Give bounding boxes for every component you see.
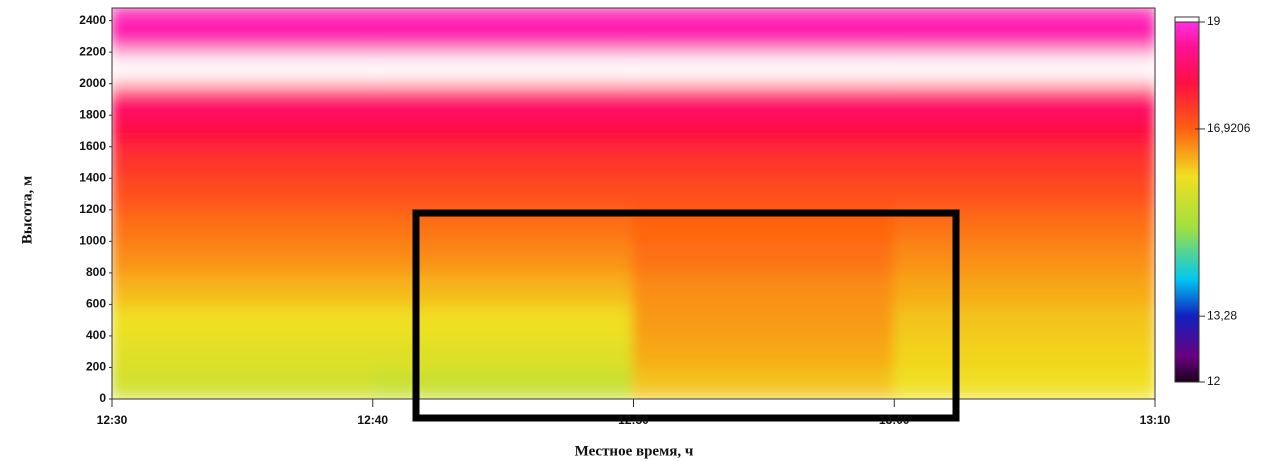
- heatmap-cell: [632, 8, 896, 54]
- heatmap-cell: [632, 303, 896, 337]
- y-tick-label: 2200: [79, 44, 106, 58]
- heatmap-cell: [112, 240, 374, 274]
- heatmap-cell: [893, 82, 1155, 117]
- colorbar-tick-label: 19: [1207, 14, 1221, 28]
- heatmap-cell: [112, 82, 374, 117]
- y-tick-label: 1600: [79, 139, 106, 153]
- heatmap-cell: [112, 51, 374, 85]
- x-tick-label: 12:50: [618, 413, 649, 427]
- heatmap-cell: [371, 177, 635, 211]
- heatmap-cell: [893, 334, 1155, 369]
- heatmap-cell: [632, 240, 896, 274]
- heatmap-cell: [632, 145, 896, 180]
- heatmap-cell: [632, 271, 896, 306]
- heatmap-cell: [371, 240, 635, 274]
- y-tick-label: 1400: [79, 170, 106, 184]
- heatmap: [112, 8, 1155, 399]
- heatmap-cell: [112, 8, 374, 54]
- heatmap-cell: [112, 334, 374, 369]
- heatmap-cell: [632, 114, 896, 148]
- heatmap-cell: [893, 366, 1155, 399]
- y-tick-label: 2000: [79, 76, 106, 90]
- heatmap-cell: [893, 177, 1155, 211]
- y-tick-label: 800: [86, 265, 106, 279]
- heatmap-cell: [112, 177, 374, 211]
- heatmap-cell: [371, 366, 635, 399]
- heatmap-cell: [371, 334, 635, 369]
- x-tick-label: 12:30: [97, 413, 128, 427]
- y-axis-title: Высота, м: [19, 176, 35, 244]
- heatmap-cell: [112, 303, 374, 337]
- heatmap-cell: [112, 114, 374, 148]
- colorbar: [1174, 21, 1200, 383]
- y-tick-label: 400: [86, 328, 106, 342]
- colorbar-over: [1174, 16, 1200, 23]
- x-tick-label: 13:00: [879, 413, 910, 427]
- y-tick-label: 600: [86, 297, 106, 311]
- heatmap-cell: [371, 303, 635, 337]
- heatmap-cell: [893, 240, 1155, 274]
- x-tick-label: 13:10: [1140, 413, 1171, 427]
- y-tick-label: 1000: [79, 234, 106, 248]
- colorbar-tick-label: 12: [1207, 374, 1221, 388]
- heatmap-cell: [632, 334, 896, 369]
- y-tick-label: 0: [99, 391, 106, 405]
- heatmap-cell: [632, 51, 896, 85]
- y-tick-label: 1200: [79, 202, 106, 216]
- heatmap-cell: [112, 366, 374, 399]
- heatmap-cell: [112, 145, 374, 180]
- heatmap-cell: [632, 177, 896, 211]
- colorbar-tick-label: 13,28: [1207, 308, 1237, 322]
- y-tick-label: 200: [86, 360, 106, 374]
- x-axis-title: Местное время, ч: [575, 443, 694, 459]
- heatmap-cell: [893, 8, 1155, 54]
- heatmap-cell: [371, 114, 635, 148]
- heatmap-cell: [893, 271, 1155, 306]
- heatmap-cell: [371, 145, 635, 180]
- heatmap-cell: [112, 208, 374, 243]
- y-tick-label: 1800: [79, 107, 106, 121]
- heatmap-cell: [632, 366, 896, 399]
- heatmap-cell: [371, 8, 635, 54]
- highlight-box: [412, 209, 960, 422]
- heatmap-cell: [112, 271, 374, 306]
- x-tick-label: 12:40: [357, 413, 388, 427]
- heatmap-cell: [371, 82, 635, 117]
- heatmap-cell: [632, 82, 896, 117]
- y-tick-label: 2400: [79, 13, 106, 27]
- colorbar-tick-label: 16,9206: [1207, 121, 1251, 135]
- heatmap-cell: [371, 51, 635, 85]
- heatmap-cell: [893, 303, 1155, 337]
- heatmap-cell: [893, 145, 1155, 180]
- heatmap-cell: [893, 51, 1155, 85]
- heatmap-cell: [893, 114, 1155, 148]
- heatmap-cell: [371, 271, 635, 306]
